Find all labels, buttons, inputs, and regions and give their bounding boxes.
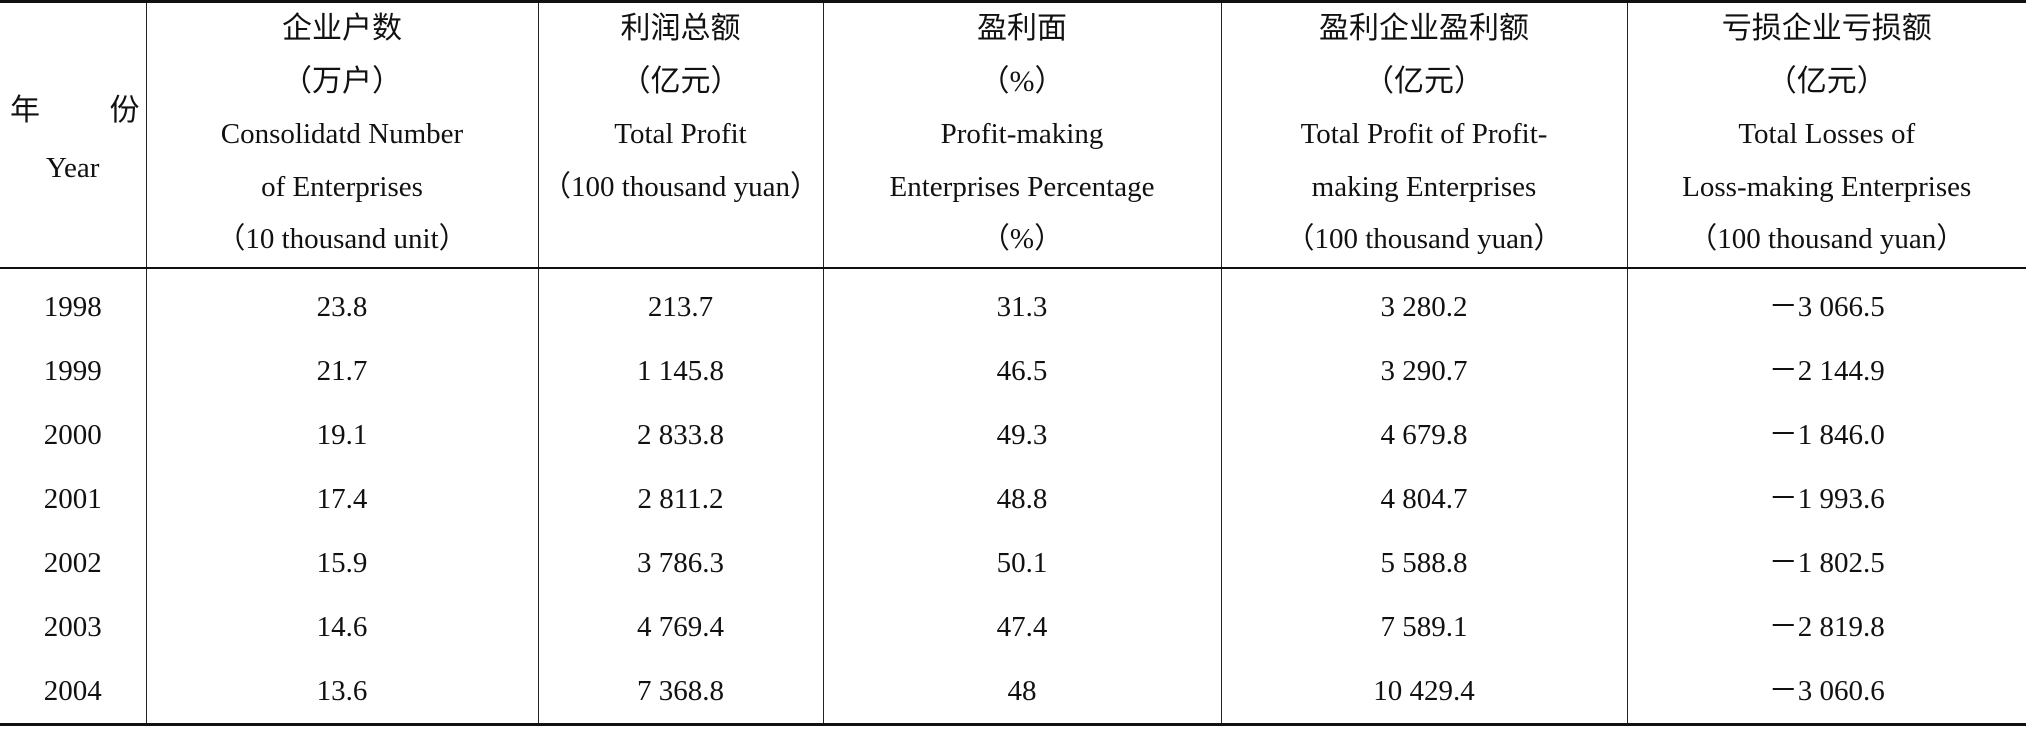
column-header-zh: 利润总额 — [620, 12, 741, 45]
year-cell: 2003 — [43, 611, 102, 643]
profit-percentage-cell: 48 — [822, 659, 1221, 726]
lossmaking-loss-cell: －1 802.5 — [1626, 531, 2026, 595]
profitable-profit-cell: 5 588.8 — [1220, 531, 1627, 595]
year-header-en: Year — [46, 152, 100, 184]
column-header-en-line: Profit-making — [940, 118, 1104, 150]
column-header-en-line: Loss-making Enterprises — [1682, 170, 1972, 203]
year-cell: 2004 — [0, 659, 146, 726]
enterprise-count-cell: 17.4 — [145, 467, 538, 531]
total-profit-cell: 4 769.4 — [537, 595, 823, 659]
profitable-profit-cell: 4 679.8 — [1220, 403, 1627, 467]
column-header-en-line: Total Profit — [614, 118, 747, 150]
year-header-zh-part1: 年 — [10, 94, 40, 127]
column-header-unit: （亿元） — [620, 64, 741, 98]
table-row: 1999 21.7 1 145.8 46.5 3 290.7 －2 144.9 — [0, 339, 2026, 403]
profit-percentage-cell: 48.8 — [822, 467, 1221, 531]
column-header-en-line: （10 thousand unit） — [216, 223, 468, 255]
column-header-en-line: （%） — [980, 223, 1064, 255]
column-header-en-line: （100 thousand yuan） — [541, 170, 820, 203]
column-header-en-line — [539, 213, 823, 266]
column-header-en-line: of Enterprises — [261, 170, 423, 203]
column-header-total-profit: 利润总额 （亿元） Total Profit （100 thousand yua… — [537, 0, 823, 269]
column-header-en-line: （100 thousand yuan） — [1688, 223, 1966, 255]
column-header-en-line: Consolidatd Number — [220, 118, 464, 150]
table-row: 2002 15.9 3 786.3 50.1 5 588.8 －1 802.5 — [0, 531, 2026, 595]
table-row: 2001 17.4 2 811.2 48.8 4 804.7 －1 993.6 — [0, 467, 2026, 531]
column-header-unit: （亿元） — [1766, 64, 1887, 98]
column-header-unit: （亿元） — [1364, 64, 1484, 98]
profit-percentage-cell: 47.4 — [822, 595, 1221, 659]
year-cell: 1999 — [43, 355, 102, 387]
profitable-profit-cell: 10 429.4 — [1220, 659, 1627, 726]
profitable-profit-cell: 3 290.7 — [1220, 339, 1627, 403]
profitable-profit-cell: 3 280.2 — [1220, 268, 1627, 339]
profit-percentage-cell: 46.5 — [822, 339, 1221, 403]
lossmaking-loss-cell: －2 144.9 — [1626, 339, 2026, 403]
column-header-en-line: Total Profit of Profit- — [1300, 118, 1548, 150]
column-header-losses-of-lossmaking: 亏损企业亏损额 （亿元） Total Losses of Loss-making… — [1626, 0, 2026, 269]
enterprise-count-cell: 19.1 — [145, 403, 538, 467]
column-header-en-line: （100 thousand yuan） — [1285, 223, 1563, 255]
column-header-zh: 盈利面 — [977, 12, 1067, 45]
enterprise-count-cell: 14.6 — [145, 595, 538, 659]
total-profit-cell: 3 786.3 — [537, 531, 823, 595]
column-header-en-line: making Enterprises — [1311, 170, 1537, 203]
profit-percentage-cell: 49.3 — [822, 403, 1221, 467]
table-header: 年 份 Year 企业户数 （万户） Consolidatd Number of… — [0, 0, 2026, 269]
column-header-en-line: Total Losses of — [1738, 118, 1916, 150]
column-header-en-line: Enterprises Percentage — [889, 170, 1155, 203]
total-profit-cell: 213.7 — [537, 268, 823, 339]
table-row: 2000 19.1 2 833.8 49.3 4 679.8 －1 846.0 — [0, 403, 2026, 467]
profit-percentage-cell: 31.3 — [822, 268, 1221, 339]
column-header-unit: （%） — [979, 64, 1065, 98]
enterprise-count-cell: 15.9 — [145, 531, 538, 595]
lossmaking-loss-cell: －1 993.6 — [1626, 467, 2026, 531]
profitable-profit-cell: 4 804.7 — [1220, 467, 1627, 531]
lossmaking-loss-cell: －1 846.0 — [1626, 403, 2026, 467]
total-profit-cell: 7 368.8 — [537, 659, 823, 726]
year-column-header: 年 份 Year — [0, 0, 146, 269]
year-cell: 2002 — [43, 547, 102, 579]
profit-percentage-cell: 50.1 — [822, 531, 1221, 595]
enterprise-count-cell: 23.8 — [145, 268, 538, 339]
lossmaking-loss-cell: －3 060.6 — [1626, 659, 2026, 726]
year-header-zh-part2: 份 — [109, 94, 140, 127]
profitable-profit-cell: 7 589.1 — [1220, 595, 1627, 659]
column-header-zh: 企业户数 — [282, 12, 402, 45]
enterprise-count-cell: 21.7 — [145, 339, 538, 403]
lossmaking-loss-cell: －3 066.5 — [1626, 268, 2026, 339]
column-header-zh: 盈利企业盈利额 — [1319, 12, 1529, 45]
column-header-zh: 亏损企业亏损额 — [1721, 12, 1932, 45]
table-body: 1998 23.8 213.7 31.3 3 280.2 －3 066.5 19… — [0, 268, 2026, 726]
total-profit-cell: 1 145.8 — [537, 339, 823, 403]
year-cell: 1998 — [43, 291, 102, 323]
column-header-enterprise-count: 企业户数 （万户） Consolidatd Number of Enterpri… — [145, 0, 538, 269]
table-row: 2004 13.6 7 368.8 48 10 429.4 －3 060.6 — [0, 659, 2026, 726]
year-cell: 2000 — [43, 419, 102, 451]
total-profit-cell: 2 811.2 — [537, 467, 823, 531]
enterprise-count-cell: 13.6 — [145, 659, 538, 726]
lossmaking-loss-cell: －2 819.8 — [1626, 595, 2026, 659]
column-header-profit-percentage: 盈利面 （%） Profit-making Enterprises Percen… — [822, 0, 1221, 269]
column-header-unit: （万户） — [282, 64, 402, 98]
table-row: 2003 14.6 4 769.4 47.4 7 589.1 －2 819.8 — [0, 595, 2026, 659]
column-header-profit-of-profitable: 盈利企业盈利额 （亿元） Total Profit of Profit- mak… — [1220, 0, 1627, 269]
table-row: 1998 23.8 213.7 31.3 3 280.2 －3 066.5 — [0, 268, 2026, 339]
year-cell: 2001 — [43, 483, 102, 515]
header-row: 年 份 Year 企业户数 （万户） Consolidatd Number of… — [0, 0, 2026, 269]
total-profit-cell: 2 833.8 — [537, 403, 823, 467]
